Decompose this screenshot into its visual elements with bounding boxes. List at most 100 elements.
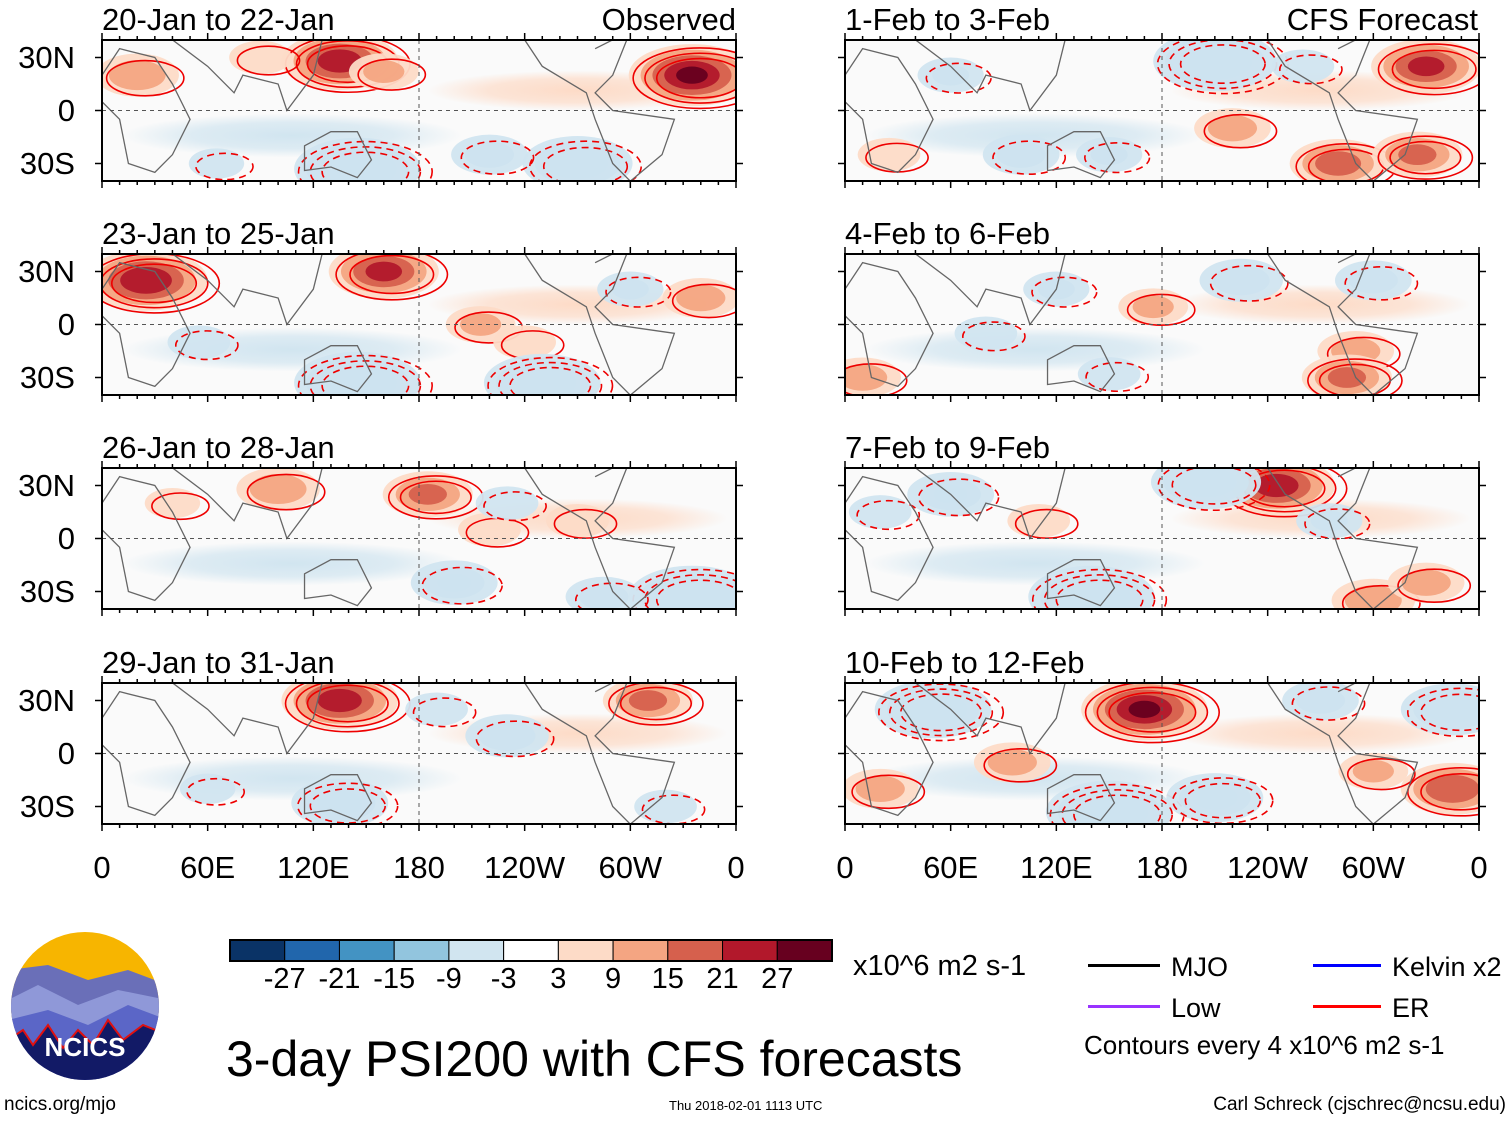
map-panel [95,33,743,188]
er-contour [542,146,629,181]
colorbar-swatch [448,939,505,962]
er-contour [399,480,472,515]
column-label-forecast: CFS Forecast [1286,2,1478,37]
er-contour [105,59,185,97]
er-contour [1184,782,1262,819]
anomaly-shading [1076,137,1143,173]
anomaly-shading [179,773,236,804]
map-panels [95,33,1486,831]
anomaly-shading [628,690,668,711]
lon-label: 180 [1136,850,1188,885]
anomaly-shading [917,57,984,93]
anomaly-shading [122,541,463,586]
coastline-asia [915,254,1092,326]
legend-label-low: Low [1171,993,1221,1023]
map-panel [838,33,1486,188]
anomaly-shading [1077,357,1141,391]
lat-label: 0 [57,306,75,342]
colorbar-tick-label: 15 [651,963,684,995]
panel-title: 29-Jan to 31-Jan [102,645,335,680]
anomaly-shading [865,541,1206,586]
er-contour [498,361,603,395]
lon-label: 0 [836,850,854,885]
anomaly-shading [122,113,463,158]
map-panel [838,461,1486,616]
coastline-africa [102,690,191,817]
panel-title: 7-Feb to 9-Feb [845,430,1051,465]
coastline-americas [1267,254,1419,395]
er-contour [1061,789,1173,824]
er-contour [619,686,693,721]
coastline-asia [172,40,349,112]
ncics-logo: NCICS [11,932,159,1080]
coastline-australia [1046,345,1116,393]
anomaly-shading [857,137,921,172]
map-panel [95,676,743,831]
coastline-australia [1046,559,1116,607]
er-contour [1055,579,1144,609]
er-contour [460,140,535,175]
anomaly-shading [405,692,468,727]
anomaly-shading [565,576,643,609]
anomaly-shading [634,789,697,824]
er-contour [1291,686,1366,721]
er-contour [1341,584,1421,609]
legend-line-er [1313,1005,1381,1008]
coastline-africa [845,475,934,602]
lon-label: 120W [484,850,566,885]
anomaly-shading [493,325,557,359]
er-contour [297,354,433,395]
anomaly-shading [676,284,726,312]
colorbar-tick-label: 3 [550,963,567,995]
lon-label: 60E [923,850,979,885]
coastline-asia [915,40,1092,112]
coastline-asia [172,468,349,540]
anomaly-shading [1315,151,1362,176]
coastline-africa [845,47,934,174]
anomaly-shading [1327,367,1367,388]
anomaly-shading [1128,700,1161,718]
colorbar-swatch [612,939,669,962]
legend-line-mjo [1088,964,1160,967]
lat-label: 30N [18,39,75,75]
er-contour [1108,691,1197,733]
anomaly-shading [676,66,708,84]
er-contour [575,582,649,609]
er-contour [349,254,435,295]
er-contour [421,566,503,605]
coastline-australia [1046,774,1116,822]
colorbar-tick-label: 9 [605,963,622,995]
er-contour [1346,757,1416,791]
footer-url[interactable]: ncics.org/mjo [4,1094,116,1115]
anomaly-shading [122,756,463,801]
er-contour [1406,767,1479,817]
er-contour [1397,568,1472,603]
footer-author: Carl Schreck (cjschrec@ncsu.edu) [1213,1094,1506,1115]
colorbar-tick-label: -3 [490,963,517,995]
er-contour [655,57,736,99]
colorbar-swatch [776,939,833,962]
er-contour [475,720,555,758]
colorbar-tick-label: -9 [436,963,462,995]
lon-label: 0 [1470,850,1488,885]
anomaly-shading [291,778,389,824]
coastline-americas [524,683,676,824]
lat-label: 30N [18,682,75,718]
er-contour [102,258,209,309]
anomaly-shading [408,483,447,505]
coastline-africa [845,261,934,388]
er-contour [236,45,301,76]
anomaly-shading [1207,114,1258,142]
coastline-australia [303,131,373,179]
er-contour [962,321,1026,352]
contour-note: Contours every 4 x10^6 m2 s-1 [1084,1030,1445,1060]
anomaly-shading [451,134,528,175]
footer-timestamp: Thu 2018-02-01 1113 UTC [669,1098,823,1113]
er-contour [671,283,736,319]
er-contour [246,473,326,511]
lon-label: 120E [1020,850,1093,885]
er-contour [1096,686,1209,739]
er-contour [899,693,983,732]
anomaly-shading [108,60,166,91]
er-contour [655,579,736,609]
